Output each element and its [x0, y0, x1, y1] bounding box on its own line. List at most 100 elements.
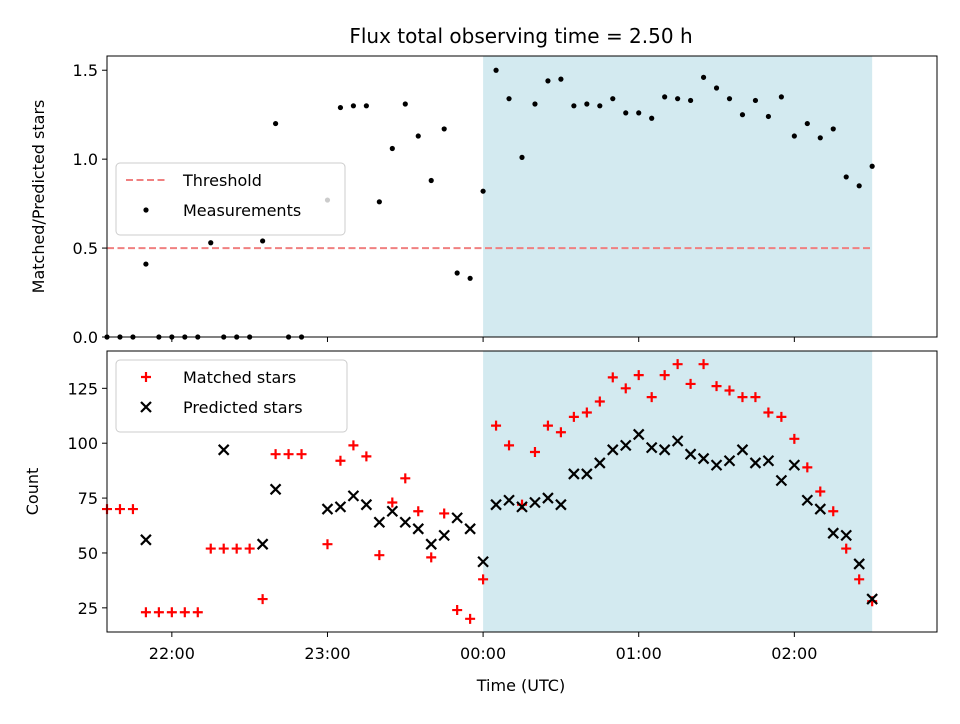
- data-point: [581, 407, 592, 418]
- data-point: [493, 67, 499, 73]
- data-point: [296, 449, 307, 460]
- data-point: [425, 538, 437, 550]
- data-point: [269, 483, 282, 496]
- data-point: [737, 392, 748, 403]
- data-point: [399, 516, 412, 529]
- data-point: [649, 115, 655, 121]
- data-point: [467, 275, 473, 281]
- chart-title: Flux total observing time = 2.50 h: [349, 24, 692, 48]
- y-tick-label: 0.0: [73, 328, 98, 347]
- data-point: [114, 504, 125, 515]
- data-point: [658, 444, 671, 456]
- data-point: [217, 444, 230, 456]
- data-point: [763, 407, 774, 418]
- data-point: [506, 96, 512, 102]
- data-point: [387, 497, 398, 508]
- data-point: [750, 392, 761, 403]
- data-point: [438, 529, 450, 542]
- series-predicted-stars: [140, 428, 878, 605]
- data-point: [762, 454, 775, 467]
- data-point: [828, 506, 839, 517]
- data-point: [545, 78, 551, 84]
- observing-window-shade: [483, 56, 873, 337]
- data-point: [256, 538, 269, 550]
- data-point: [791, 133, 797, 139]
- data-point: [143, 261, 149, 267]
- data-point: [827, 527, 840, 539]
- data-point: [610, 96, 616, 102]
- x-tick-label: 01:00: [616, 644, 662, 663]
- data-point: [322, 539, 333, 550]
- data-point: [685, 378, 696, 389]
- data-point: [607, 444, 619, 456]
- data-point: [348, 440, 359, 451]
- data-point: [659, 370, 670, 381]
- data-point: [830, 126, 836, 132]
- data-point: [775, 474, 788, 487]
- data-point: [662, 94, 668, 100]
- data-point: [736, 444, 749, 456]
- data-point: [804, 120, 810, 127]
- data-point: [788, 459, 801, 471]
- data-point: [619, 439, 632, 452]
- data-point: [558, 76, 564, 82]
- data-point: [841, 543, 852, 554]
- y-tick-label: 75: [78, 489, 98, 508]
- data-point: [632, 428, 645, 441]
- y-tick-label: 0.5: [73, 239, 98, 258]
- data-point: [594, 457, 606, 469]
- data-point: [208, 240, 214, 246]
- data-point: [426, 552, 437, 563]
- x-axis-label: Time (UTC): [476, 676, 565, 695]
- y-tick-label: 100: [67, 434, 98, 453]
- data-point: [428, 177, 434, 184]
- data-point: [765, 113, 772, 120]
- data-point: [723, 454, 736, 467]
- data-point: [597, 103, 603, 109]
- data-point: [555, 427, 566, 438]
- data-point: [337, 104, 344, 111]
- series-measurements: [104, 67, 875, 340]
- data-point: [140, 534, 152, 546]
- data-point: [270, 449, 281, 460]
- data-point: [749, 457, 762, 469]
- data-point: [529, 446, 540, 457]
- data-point: [376, 199, 382, 205]
- series-matched-stars: [102, 359, 878, 624]
- data-point: [726, 96, 733, 102]
- data-point: [529, 496, 541, 509]
- data-point: [697, 452, 710, 465]
- plot-frame: [106, 55, 938, 338]
- data-point: [491, 420, 502, 431]
- data-point: [687, 97, 694, 104]
- data-point: [153, 607, 164, 618]
- data-point: [776, 411, 787, 422]
- data-point: [633, 370, 644, 381]
- data-point: [465, 613, 476, 624]
- data-point: [374, 550, 385, 561]
- data-point: [581, 468, 593, 480]
- y-axis-label: Matched/Predicted stars: [29, 100, 48, 294]
- legend-box: [115, 359, 348, 433]
- data-point: [645, 441, 658, 454]
- data-point: [568, 411, 579, 422]
- y-tick-label: 125: [67, 379, 98, 398]
- data-point: [452, 605, 463, 616]
- data-point: [724, 385, 735, 396]
- data-point: [542, 492, 554, 504]
- data-point: [166, 607, 177, 618]
- count-panel: 25 50 75 100 125 22:00 23:00 00:00 01:00 02:00 Cou…: [23, 350, 938, 663]
- data-point: [231, 543, 242, 554]
- data-point: [713, 85, 720, 91]
- data-point: [360, 498, 373, 511]
- ratio-panel: 0.0 0.5 1.0 1.5 Matched/Predicted stars Thres…: [29, 55, 938, 347]
- data-point: [752, 97, 759, 104]
- data-point: [711, 381, 722, 392]
- data-point: [866, 593, 878, 605]
- data-point: [257, 594, 268, 605]
- data-point: [454, 270, 460, 276]
- legend-label: Predicted stars: [183, 398, 303, 417]
- data-point: [684, 448, 697, 460]
- data-point: [519, 154, 525, 160]
- data-point: [700, 74, 707, 80]
